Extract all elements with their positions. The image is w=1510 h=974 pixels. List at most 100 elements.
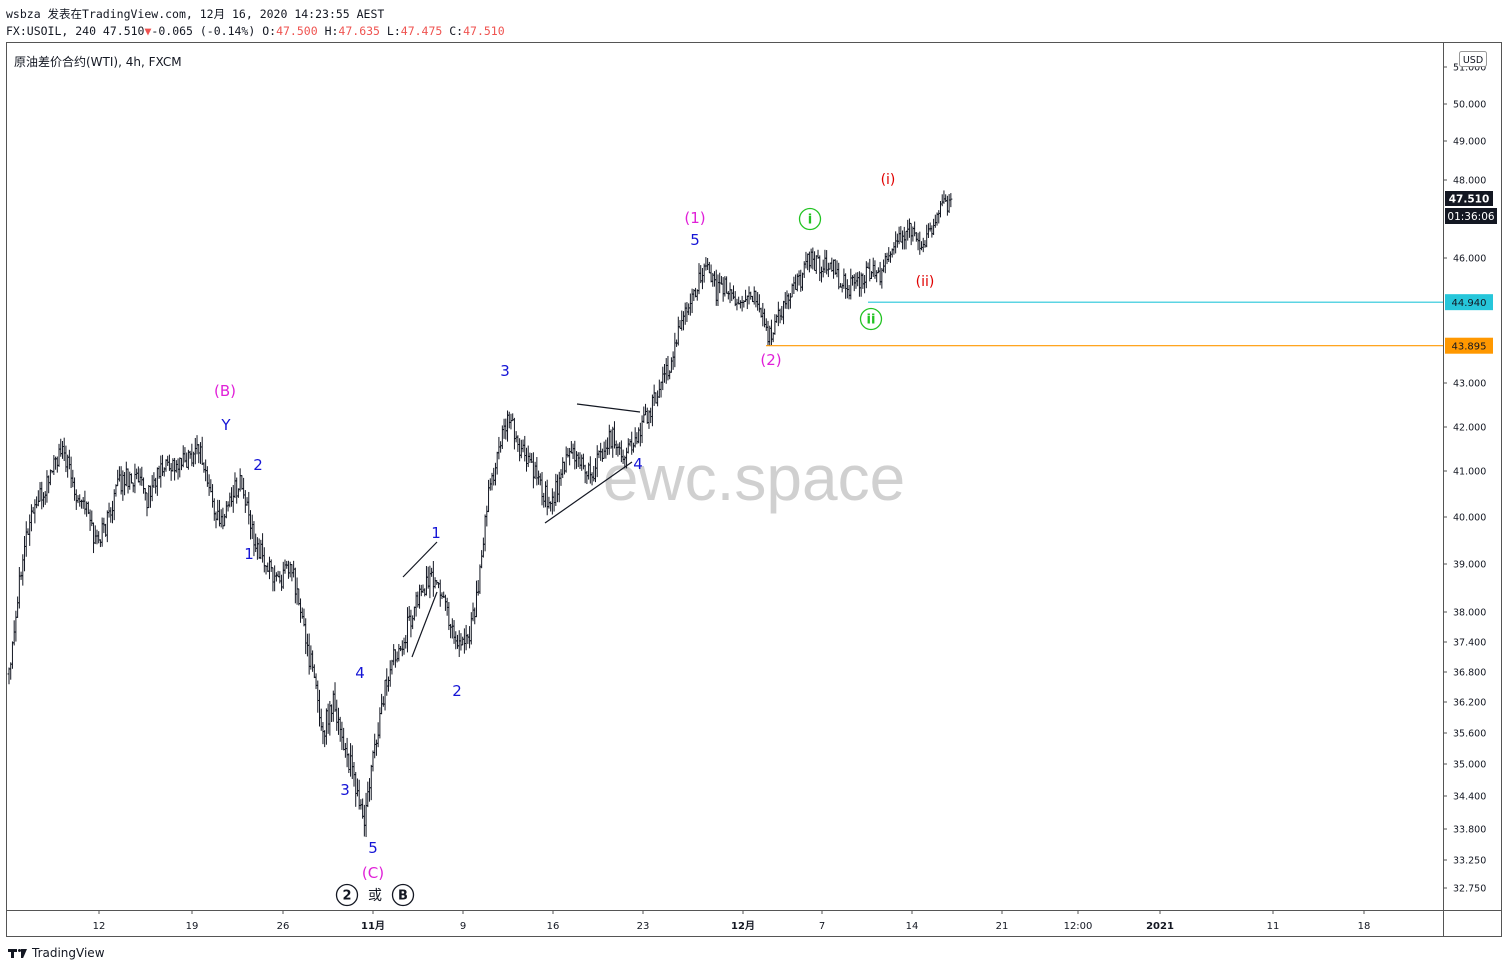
candle: [280, 574, 284, 591]
candle: [231, 485, 235, 513]
candle: [531, 452, 535, 489]
candle: [245, 497, 249, 506]
candle: [164, 459, 168, 472]
candle: [661, 366, 665, 391]
candle: [747, 286, 751, 305]
candle: [523, 435, 527, 462]
candle: [949, 193, 953, 208]
candle: [71, 469, 75, 488]
candle: [495, 451, 499, 475]
candle: [107, 502, 111, 518]
candle: [21, 554, 25, 586]
candle: [493, 462, 497, 486]
candle: [233, 472, 237, 499]
candle: [281, 561, 285, 589]
low-label: L:: [386, 24, 401, 38]
candle: [100, 517, 104, 547]
candle: [143, 488, 147, 501]
candle: [226, 501, 230, 512]
candle: [361, 798, 365, 819]
trendline[interactable]: [402, 541, 438, 578]
candle: [485, 505, 489, 527]
candle: [450, 618, 454, 639]
candle: [837, 262, 841, 290]
candle: [250, 514, 254, 539]
candle: [271, 567, 275, 592]
candle: [254, 533, 258, 553]
candle: [721, 277, 725, 302]
candle: [833, 259, 837, 275]
candle: [901, 230, 905, 250]
candle: [535, 457, 539, 486]
x-tick-label: 12:00: [1064, 921, 1093, 932]
candle: [393, 649, 397, 668]
candle: [117, 466, 121, 482]
candle: [173, 457, 177, 481]
level-badge: [1445, 294, 1493, 311]
candle: [55, 456, 59, 473]
candle: [240, 475, 244, 490]
candle: [364, 792, 368, 838]
candle: [129, 473, 133, 484]
candle: [561, 457, 565, 479]
trendline[interactable]: [576, 403, 641, 413]
candle: [575, 451, 579, 469]
price-axis[interactable]: 51.000 50.000 49.000 48.000 46.000 43.000 42.0…: [1443, 63, 1486, 895]
wave-label: (ii): [916, 274, 935, 290]
candle: [704, 257, 708, 271]
y-tick-label: 50.000: [1453, 100, 1486, 111]
candle: [645, 407, 649, 424]
candle: [159, 455, 163, 488]
candle: [509, 413, 513, 430]
candle: [318, 689, 321, 727]
candle: [656, 390, 660, 407]
candle: [299, 598, 303, 623]
trendline[interactable]: [544, 461, 633, 524]
candle: [876, 267, 880, 274]
y-tick-label: 35.000: [1453, 760, 1486, 771]
candle: [437, 582, 441, 589]
trendline[interactable]: [411, 591, 438, 658]
candle: [888, 251, 892, 263]
candle: [488, 478, 492, 491]
candle: [913, 221, 917, 237]
candle: [487, 479, 491, 513]
tradingview-footer[interactable]: TradingView: [8, 946, 105, 960]
candle: [166, 455, 170, 466]
candle: [312, 664, 316, 679]
candle: [902, 226, 906, 250]
candle: [374, 739, 378, 756]
y-tick-label: 33.250: [1453, 856, 1486, 867]
candle: [297, 588, 301, 606]
candle: [255, 537, 259, 560]
candle: [304, 618, 308, 655]
y-tick-label: 32.750: [1453, 884, 1486, 895]
candle: [52, 455, 56, 476]
candle: [309, 645, 313, 670]
candle: [754, 290, 758, 308]
candle: [111, 500, 114, 524]
candle: [594, 458, 597, 483]
candle: [468, 626, 472, 649]
candle: [236, 488, 240, 498]
candle: [428, 565, 432, 599]
candle: [464, 624, 468, 651]
candle: [283, 559, 287, 574]
candle: [23, 535, 27, 572]
time-axis[interactable]: 12 19 26 11月 9 16 23 12月 7 14 21 12:00 2021 11 18: [93, 910, 1371, 932]
candle: [654, 392, 658, 404]
candle: [183, 447, 187, 463]
candle: [540, 471, 544, 506]
candle: [140, 466, 144, 486]
candle: [388, 660, 392, 687]
open-value: 47.500: [276, 24, 318, 38]
candle: [261, 533, 265, 563]
trendlines-group: [402, 403, 641, 658]
candle: [652, 384, 656, 406]
candle: [340, 721, 344, 750]
candle: [907, 218, 911, 238]
circled-wave-marker: [335, 883, 359, 907]
candle: [769, 319, 773, 346]
